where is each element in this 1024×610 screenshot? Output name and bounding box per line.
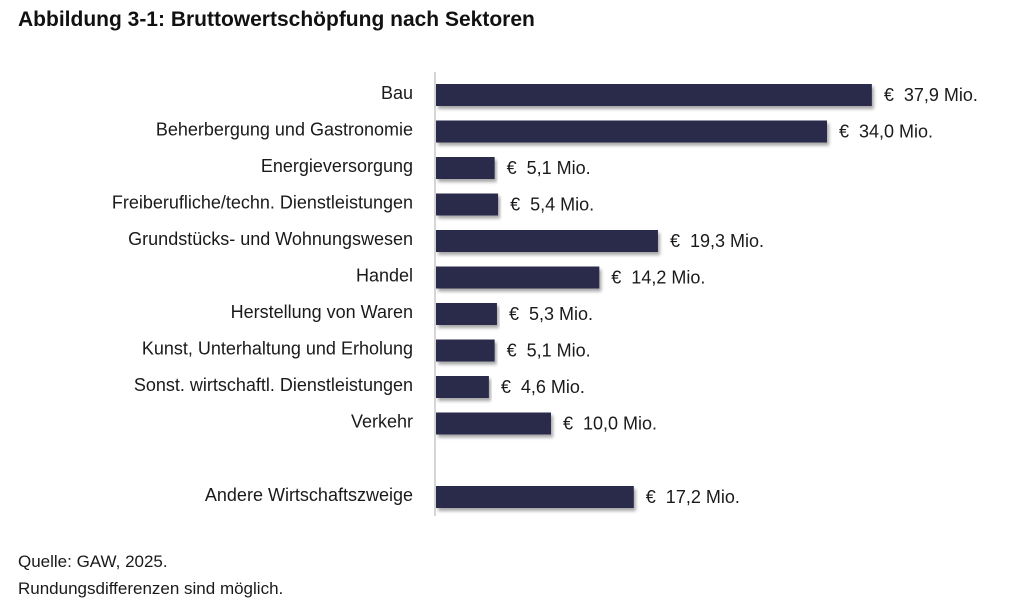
bar xyxy=(436,303,497,325)
bar-chart: Bau € 37,9 Mio. Beherbergung und Gastronom… xyxy=(112,72,978,516)
data-label: € 34,0 Mio. xyxy=(839,121,933,141)
data-label: € 4,6 Mio. xyxy=(501,377,585,397)
category-label: Sonst. wirtschaftl. Dienstleistungen xyxy=(134,375,413,395)
data-label: € 37,9 Mio. xyxy=(884,85,978,105)
data-label: € 14,2 Mio. xyxy=(611,267,705,287)
bar xyxy=(436,412,551,435)
category-label: Freiberufliche/techn. Dienstleistungen xyxy=(112,192,413,212)
source-note: Quelle: GAW, 2025. xyxy=(18,552,168,571)
category-label: Grundstücks- und Wohnungswesen xyxy=(128,229,413,249)
category-label: Andere Wirtschaftszweige xyxy=(205,485,413,505)
bar xyxy=(436,230,658,252)
bar xyxy=(436,84,872,106)
bar xyxy=(436,376,489,398)
category-label: Kunst, Unterhaltung und Erholung xyxy=(142,338,413,358)
data-label: € 19,3 Mio. xyxy=(670,231,764,251)
bar xyxy=(436,157,495,179)
bar xyxy=(436,266,600,289)
data-label: € 10,0 Mio. xyxy=(563,413,657,433)
data-label: € 5,1 Mio. xyxy=(507,340,591,360)
chart-title: Abbildung 3-1: Bruttowertschöpfung nach … xyxy=(18,8,535,31)
category-label: Handel xyxy=(356,265,413,285)
data-label: € 5,4 Mio. xyxy=(510,194,594,214)
bar xyxy=(436,193,499,216)
category-label: Verkehr xyxy=(351,411,413,431)
category-label: Herstellung von Waren xyxy=(231,302,413,322)
category-label: Bau xyxy=(381,83,413,103)
bar xyxy=(436,120,827,143)
rounding-note: Rundungsdifferenzen sind möglich. xyxy=(18,579,284,598)
category-label: Energieversorgung xyxy=(261,156,413,176)
bar xyxy=(436,486,634,508)
data-label: € 5,1 Mio. xyxy=(507,158,591,178)
bar xyxy=(436,339,495,362)
data-label: € 5,3 Mio. xyxy=(509,304,593,324)
data-label: € 17,2 Mio. xyxy=(646,487,740,507)
category-label: Beherbergung und Gastronomie xyxy=(156,119,413,139)
